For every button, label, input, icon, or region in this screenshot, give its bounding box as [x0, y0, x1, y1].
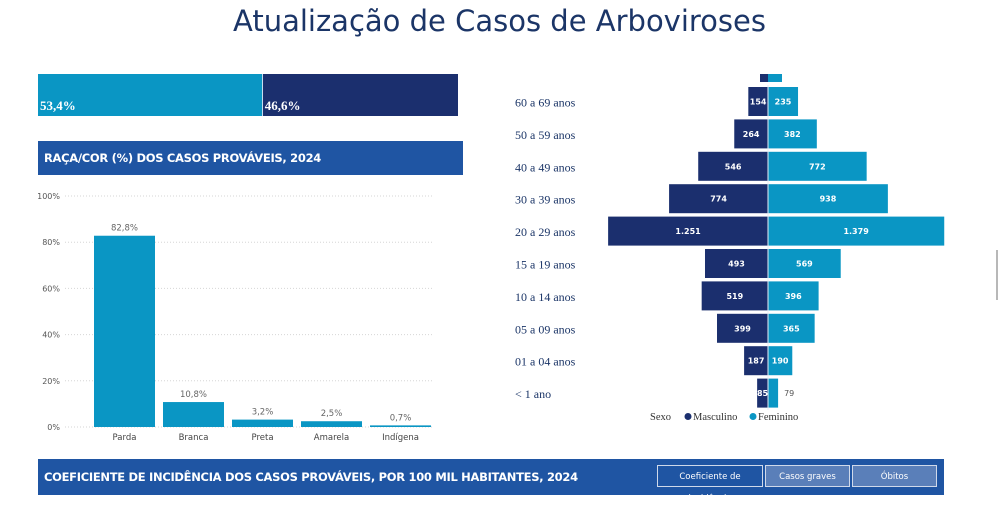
y-tick-label: 80%: [42, 238, 60, 247]
y-tick-label: 100%: [37, 192, 60, 201]
y-tick-label: 20%: [42, 377, 60, 386]
x-tick-label: Indígena: [382, 433, 419, 443]
bar-preta[interactable]: [232, 419, 293, 427]
y-tick-label: 40%: [42, 331, 60, 340]
bar-masculino[interactable]: [734, 119, 768, 149]
feminino-value-label: 79: [784, 389, 794, 398]
race-bar-chart: 0% 20% 40% 60% 80% 100% 82,8% Parda 10,8% Branca 3…: [37, 192, 432, 443]
bar-data-label: 82,8%: [111, 224, 138, 234]
masculino-value-label: 1.251: [675, 227, 701, 236]
masculino-value-label: 187: [748, 357, 765, 366]
bar-data-label: 2,5%: [321, 409, 343, 419]
feminino-value-label: 190: [772, 357, 789, 366]
bar-feminino[interactable]: [768, 281, 819, 311]
bar-data-label: 10,8%: [180, 390, 207, 400]
bar-amarela[interactable]: [301, 421, 362, 427]
scrollbar[interactable]: [996, 250, 998, 300]
x-tick-label: Parda: [113, 433, 137, 443]
obitos-button[interactable]: Óbitos: [852, 465, 937, 487]
bar-feminino[interactable]: [768, 119, 817, 149]
race-banner-title: RAÇA/COR (%) DOS CASOS PROVÁVEIS, 2024: [44, 151, 321, 165]
bar-feminino[interactable]: [768, 87, 799, 116]
y-tick-label: 60%: [42, 284, 60, 293]
bar-data-label: 3,2%: [252, 408, 274, 418]
masculino-value-label: 519: [726, 292, 743, 301]
sex-split-feminino: 53,4%: [38, 74, 263, 116]
masculino-value-label: 399: [734, 324, 751, 333]
feminino-value-label: 569: [796, 260, 813, 269]
age-group-label: 20 a 29 anos: [515, 225, 576, 239]
x-tick-label: Branca: [179, 433, 209, 443]
feminino-value-label: 235: [775, 98, 792, 107]
coeficiente-incidencia-button[interactable]: Coeficiente de incidência: [657, 465, 763, 504]
y-tick-label: 0%: [47, 423, 60, 432]
casos-graves-button[interactable]: Casos graves: [765, 465, 850, 487]
race-banner: RAÇA/COR (%) DOS CASOS PROVÁVEIS, 2024: [38, 141, 463, 175]
age-group-label: 50 a 59 anos: [515, 128, 576, 142]
age-group-label: 15 a 19 anos: [515, 258, 576, 272]
page-title: Atualização de Casos de Arboviroses: [233, 4, 766, 38]
bar-masculino[interactable]: [608, 216, 768, 246]
x-tick-label: Amarela: [314, 433, 349, 443]
x-tick-label: Preta: [251, 433, 273, 443]
legend-title: Sexo: [650, 412, 671, 423]
bar-masculino[interactable]: [704, 249, 768, 278]
bar-masculino[interactable]: [748, 87, 768, 116]
age-group-label: 40 a 49 anos: [515, 160, 576, 174]
bar-branca[interactable]: [163, 402, 224, 427]
incidence-banner-title: COEFICIENTE DE INCIDÊNCIA DOS CASOS PROV…: [44, 470, 578, 484]
sex-split-bar: 53,4% 46,6%: [38, 74, 458, 116]
sex-split-masculino-label: 46,6%: [264, 98, 301, 113]
legend-feminino-icon: [749, 413, 757, 420]
bar-parda[interactable]: [94, 235, 155, 427]
bar-data-label: 0,7%: [390, 413, 412, 423]
bar-feminino[interactable]: [768, 74, 782, 82]
bar-feminino[interactable]: [768, 216, 945, 246]
bar-feminino[interactable]: [768, 249, 841, 278]
bar-masculino[interactable]: [701, 281, 768, 311]
bar-masculino[interactable]: [717, 313, 768, 343]
age-group-label: 60 a 69 anos: [515, 96, 576, 110]
legend-feminino-label[interactable]: Feminino: [758, 412, 798, 423]
legend-masculino-icon: [684, 413, 692, 420]
bar-feminino[interactable]: [768, 378, 779, 408]
legend-masculino-label[interactable]: Masculino: [693, 412, 737, 423]
feminino-value-label: 382: [784, 130, 801, 139]
bar-masculino[interactable]: [757, 378, 768, 408]
sex-split-masculino: 46,6%: [262, 74, 458, 116]
feminino-value-label: 396: [785, 292, 802, 301]
bar-masculino[interactable]: [669, 184, 768, 214]
age-group-label: 10 a 14 anos: [515, 290, 576, 304]
masculino-value-label: 85: [757, 389, 769, 398]
age-group-label: < 1 ano: [515, 387, 551, 401]
bar-masculino[interactable]: [744, 346, 768, 376]
age-group-label: 05 a 09 anos: [515, 322, 576, 336]
feminino-value-label: 938: [820, 195, 837, 204]
age-group-label: 30 a 39 anos: [515, 193, 576, 207]
feminino-value-label: 772: [809, 162, 826, 171]
bar-feminino[interactable]: [768, 184, 888, 214]
feminino-value-label: 1.379: [843, 227, 869, 236]
age-pyramid-chart: 60 a 69 anos 154 235 50 a 59 anos 264 382 40 a…: [515, 74, 945, 423]
sex-split-feminino-label: 53,4%: [40, 98, 76, 113]
bar-feminino[interactable]: [768, 151, 867, 181]
bar-indígena[interactable]: [370, 425, 431, 427]
bar-feminino[interactable]: [768, 346, 793, 376]
masculino-value-label: 546: [725, 162, 742, 171]
age-group-label: 01 a 04 anos: [515, 355, 576, 369]
bar-feminino[interactable]: [768, 313, 815, 343]
bar-masculino[interactable]: [760, 74, 768, 82]
bar-masculino[interactable]: [698, 151, 768, 181]
masculino-value-label: 154: [750, 98, 767, 107]
masculino-value-label: 264: [743, 130, 760, 139]
feminino-value-label: 365: [783, 324, 800, 333]
masculino-value-label: 774: [710, 195, 727, 204]
masculino-value-label: 493: [728, 260, 745, 269]
